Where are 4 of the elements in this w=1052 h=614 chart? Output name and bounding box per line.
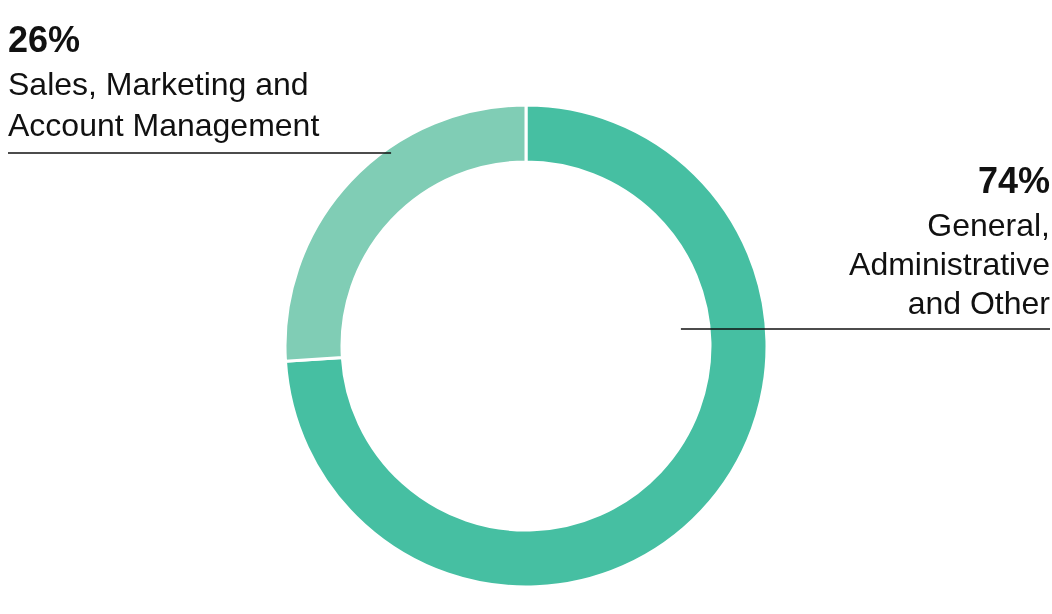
- slice-label: General, Administrative and Other: [849, 207, 1051, 321]
- slice-label: Sales, Marketing and Account Management: [8, 66, 320, 143]
- data-label: 74%: [977, 160, 1050, 201]
- data-label: 26%: [8, 19, 81, 60]
